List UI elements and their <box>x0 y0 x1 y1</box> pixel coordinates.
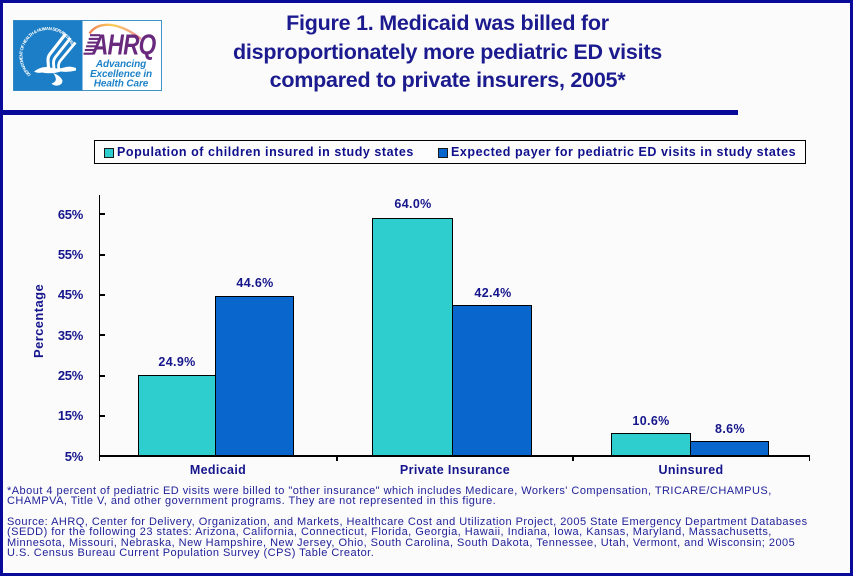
svg-text:AHRQ: AHRQ <box>91 28 156 61</box>
svg-text:Excellence in: Excellence in <box>90 69 152 80</box>
svg-text:Advancing: Advancing <box>95 59 146 70</box>
svg-text:Health Care: Health Care <box>94 79 149 90</box>
